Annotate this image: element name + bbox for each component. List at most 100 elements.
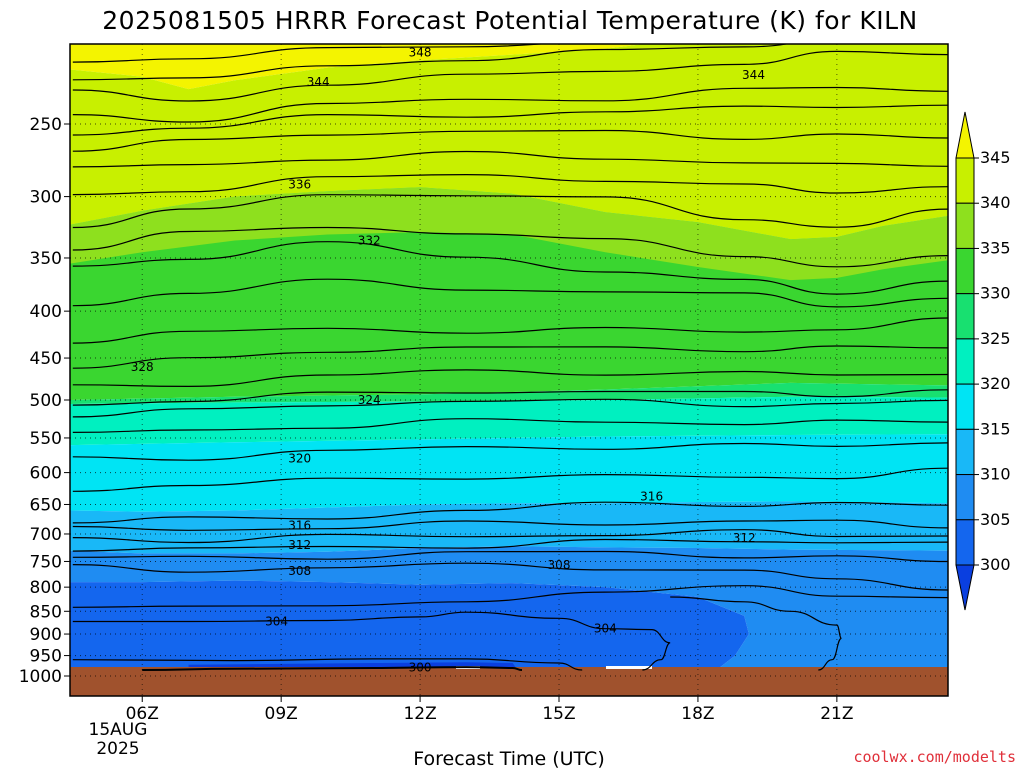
contour-322 xyxy=(72,418,948,433)
colorbar-segment xyxy=(955,519,975,566)
contour-334 xyxy=(72,194,948,229)
y-tick-label: 800 xyxy=(30,578,62,598)
contour-label-text: 300 xyxy=(409,661,432,675)
colorbar-extend-top xyxy=(955,111,975,159)
contour-label-text: 308 xyxy=(288,564,311,578)
contour-label: 312 xyxy=(288,538,311,552)
filled-bands xyxy=(70,44,948,670)
plot-frame xyxy=(69,43,949,697)
colorbar-segment xyxy=(955,338,975,385)
contour-label: 312 xyxy=(733,531,756,545)
colorbar-label: 345 xyxy=(980,148,1011,167)
contour-label: 316 xyxy=(640,489,663,503)
x-tick-label: 21Z xyxy=(820,704,853,724)
contour-label-text: 308 xyxy=(548,558,571,572)
colorbar-segment xyxy=(955,247,975,295)
contour-339 xyxy=(72,150,948,168)
colorbar-segment xyxy=(955,383,975,430)
contour-341 xyxy=(72,104,948,136)
contour-330 xyxy=(72,278,948,308)
contour-302 xyxy=(72,658,583,671)
colorbar-extend-bottom xyxy=(955,564,975,611)
contour-label: 300 xyxy=(409,661,432,675)
contour-label: 344 xyxy=(742,68,765,82)
y-axis: 250 300 350 400 450 500 550 600 650 700 750 800 850 9… xyxy=(19,115,70,687)
fill-band-5 xyxy=(70,434,948,512)
contour-label-text: 304 xyxy=(265,614,288,628)
x-tick-label: 12Z xyxy=(403,704,436,724)
y-tick-label: 850 xyxy=(30,602,62,622)
colorbar-label: 305 xyxy=(980,510,1011,529)
contour-344 xyxy=(72,50,948,102)
contour-331 xyxy=(72,241,948,295)
contour-label-text: 324 xyxy=(358,393,381,407)
x-date-day: 15AUG xyxy=(89,720,148,740)
colorbar-segment xyxy=(955,474,975,521)
contour-label: 304 xyxy=(594,622,617,636)
colorbar-segment xyxy=(955,428,975,476)
contour-315 xyxy=(72,519,948,531)
colorbar-label: 315 xyxy=(980,419,1011,438)
contour-label: 320 xyxy=(288,451,311,465)
contour-342 xyxy=(72,86,948,123)
y-tick-label: 650 xyxy=(30,495,62,515)
colorbar-segment xyxy=(955,202,975,249)
contour-label-text: 332 xyxy=(358,234,381,248)
contour-304-b xyxy=(670,596,842,671)
colorbar-label: 325 xyxy=(980,329,1011,348)
contour-label-text: 316 xyxy=(640,489,663,503)
contour-310 xyxy=(72,550,948,563)
contour-label: 324 xyxy=(358,393,381,407)
contour-306 xyxy=(72,585,948,608)
contour-340 xyxy=(72,129,948,152)
contour-314 xyxy=(72,529,948,544)
y-tick-label: 500 xyxy=(30,391,62,411)
contour-312 xyxy=(72,538,948,552)
fill-band-3 xyxy=(70,382,948,404)
y-tick-label: 600 xyxy=(30,464,62,484)
contour-label-text: 344 xyxy=(307,75,330,89)
y-tick-label: 250 xyxy=(30,115,62,135)
fill-band-4 xyxy=(70,396,948,446)
contour-300 xyxy=(142,666,523,671)
credit-link[interactable]: coolwx.com/modelts xyxy=(853,748,1016,766)
contour-label-text: 344 xyxy=(742,68,765,82)
colorbar-label: 310 xyxy=(980,465,1011,484)
y-tick-label: 400 xyxy=(30,302,62,322)
contour-label: 332 xyxy=(358,234,381,248)
x-tick-label: 09Z xyxy=(265,704,298,724)
colorbar-label: 300 xyxy=(980,555,1011,574)
colorbar-label: 340 xyxy=(980,193,1011,212)
y-tick-label: 550 xyxy=(30,429,62,449)
contour-316 xyxy=(72,501,948,524)
contour-label: 328 xyxy=(131,360,154,374)
grid-lines xyxy=(70,44,948,696)
y-tick-label: 300 xyxy=(30,188,62,208)
contour-label-text: 312 xyxy=(733,531,756,545)
colorbar-segment xyxy=(955,293,975,340)
contour-308 xyxy=(72,562,948,591)
contour-326 xyxy=(72,369,948,388)
contour-label: 344 xyxy=(307,75,330,89)
colorbar-label: 320 xyxy=(980,374,1011,393)
fill-band-6 xyxy=(70,501,948,554)
fill-band-1 xyxy=(70,44,948,240)
contour-304 xyxy=(72,611,671,671)
y-tick-label: 350 xyxy=(30,249,62,269)
contour-label: 308 xyxy=(288,564,311,578)
colorbar-label: 335 xyxy=(980,238,1011,257)
contour-318 xyxy=(72,467,948,492)
y-tick-label: 450 xyxy=(30,349,62,369)
contour-label-text: 316 xyxy=(288,518,311,532)
contour-348 xyxy=(72,44,550,63)
contour-320 xyxy=(72,442,948,461)
contour-346 xyxy=(72,44,791,81)
contour-label-text: 336 xyxy=(288,177,311,191)
contour-label-text: 312 xyxy=(288,538,311,552)
contour-label-text: 348 xyxy=(409,46,432,60)
x-tick-label: 06Z xyxy=(126,704,159,724)
contour-label: 348 xyxy=(409,46,432,60)
contour-labels: 348 344 344 336 332 328 324 320 316 316 312 312 308 3… xyxy=(131,46,765,675)
y-tick-label: 750 xyxy=(30,552,62,572)
